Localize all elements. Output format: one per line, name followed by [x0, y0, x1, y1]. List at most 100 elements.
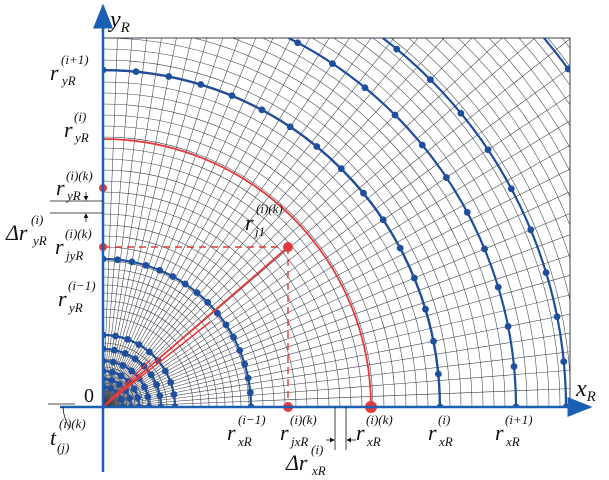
svg-text:xR: xR [438, 434, 453, 449]
svg-text:yR: yR [31, 233, 47, 248]
svg-text:Δr: Δr [5, 220, 28, 245]
svg-text:Δr: Δr [285, 450, 308, 475]
svg-text:xR: xR [237, 434, 252, 449]
grid-radial-line [103, 294, 570, 407]
svg-text:(i)(k): (i)(k) [290, 412, 317, 427]
ring-node-dot [161, 367, 169, 375]
angle-ray-3 [102, 359, 151, 408]
ring-node-dot [393, 45, 401, 53]
svg-text:(i)(k): (i)(k) [59, 416, 86, 431]
svg-text:(i+1): (i+1) [505, 412, 533, 427]
ring-node-dot [313, 143, 321, 150]
ring-node-dot [130, 385, 138, 393]
grid-arc [287, 38, 517, 407]
ring-node-dot [108, 376, 116, 384]
ring-node-dot [426, 76, 434, 84]
svg-text:yR: yR [60, 73, 76, 88]
svg-text:j1: j1 [253, 224, 265, 239]
grid-radial-line [103, 145, 570, 407]
ring-node-dot [422, 305, 429, 313]
ring-node-dot [109, 358, 117, 366]
svg-text:(i+1): (i+1) [61, 52, 89, 67]
ring-node-dot [169, 273, 177, 280]
ring-node-dot [510, 363, 518, 370]
grid-radial-line [103, 234, 570, 407]
ring-node-dot [197, 81, 205, 88]
svg-text:(i)(k): (i)(k) [65, 226, 92, 241]
grid-radial-line [103, 38, 330, 407]
grid-radial-line [103, 38, 419, 407]
ring-node-dot [258, 22, 265, 29]
ring-node-dot [156, 392, 164, 400]
label-rx-i1: r (i+1) xR [495, 412, 533, 449]
angle-t-arc [62, 406, 71, 429]
svg-text:r: r [428, 420, 437, 445]
ring-node-dot [241, 360, 249, 368]
ring-node-dot [507, 185, 515, 193]
ring-node-dot [141, 383, 148, 391]
grid-radial-line [103, 213, 570, 407]
ring-node-dot [167, 378, 175, 386]
ring-node-dot [246, 389, 254, 396]
ring-node-dot [337, 165, 345, 173]
label-rj1-ik: r (i)(k) j1 [245, 201, 283, 239]
ring-node-dot [165, 73, 173, 80]
grid-radial-line [103, 38, 162, 407]
ring-node-dot [222, 321, 230, 329]
ring-node-dot [132, 68, 140, 76]
label-ry-i1: r (i+1) yR [50, 52, 89, 88]
label-rx-i: r (i) xR [428, 412, 453, 449]
ring-node-dot [463, 208, 471, 216]
highlight-arc-rk [102, 138, 372, 408]
ring-node-dot [121, 350, 129, 357]
grid-radial-line [103, 254, 570, 407]
ring-node-dot [434, 370, 442, 378]
ring-node-dot [193, 289, 201, 296]
ring-node-dot [318, 0, 325, 2]
ring-node-dot [219, 8, 226, 15]
ring-node-dot [170, 391, 178, 398]
ring-node-dot [117, 372, 125, 380]
ring-node-dot [527, 226, 535, 234]
ring-node-dot [124, 335, 132, 343]
ring-node-dot [494, 283, 502, 291]
svg-text:r: r [227, 420, 236, 445]
label-rjx-ik: r (i)(k) jxR [280, 412, 317, 449]
ring-node-dot [156, 266, 164, 274]
ring-node-dot [112, 332, 119, 340]
ring-node-dot [107, 385, 115, 392]
ring-node-dot [391, 111, 399, 119]
ring-node-dot [145, 348, 153, 356]
ring-node-dot [131, 355, 139, 363]
label-ry-ik: r (i)(k) yR [56, 168, 93, 203]
grid-radial-line [103, 38, 118, 407]
svg-text:(i)(k): (i)(k) [256, 201, 283, 216]
label-rjy-ik: r (i)(k) jyR [55, 226, 92, 263]
grid-radial-line [103, 38, 177, 407]
ring-node-dot [118, 395, 125, 403]
svg-text:r: r [58, 286, 67, 311]
grid-radial-line [103, 168, 570, 407]
grid-radial-line [103, 351, 570, 407]
label-ry-i: r (i) yR [64, 109, 89, 145]
grid-radial-line [103, 38, 147, 407]
polar-grid-lines [103, 38, 570, 407]
grid-radial-line [103, 120, 570, 407]
ring-node-dot [564, 65, 570, 73]
ring-node-dot [329, 60, 336, 68]
svg-text:(i)(k): (i)(k) [366, 412, 393, 427]
svg-text:jxR: jxR [289, 434, 308, 449]
svg-text:xR: xR [366, 434, 381, 449]
svg-text:(j): (j) [57, 440, 69, 455]
origin-label: 0 [84, 385, 94, 407]
grid-radial-line [103, 38, 224, 407]
svg-text:r: r [50, 60, 59, 85]
svg-text:xR: xR [311, 463, 326, 478]
grid-radial-line [103, 275, 570, 407]
svg-text:jyR: jyR [64, 248, 83, 263]
label-delta-ry-i: Δr (i) yR [5, 212, 47, 248]
ring-node-dot [430, 337, 437, 345]
ring-node-dot [153, 381, 160, 389]
grid-radial-line [103, 38, 395, 407]
